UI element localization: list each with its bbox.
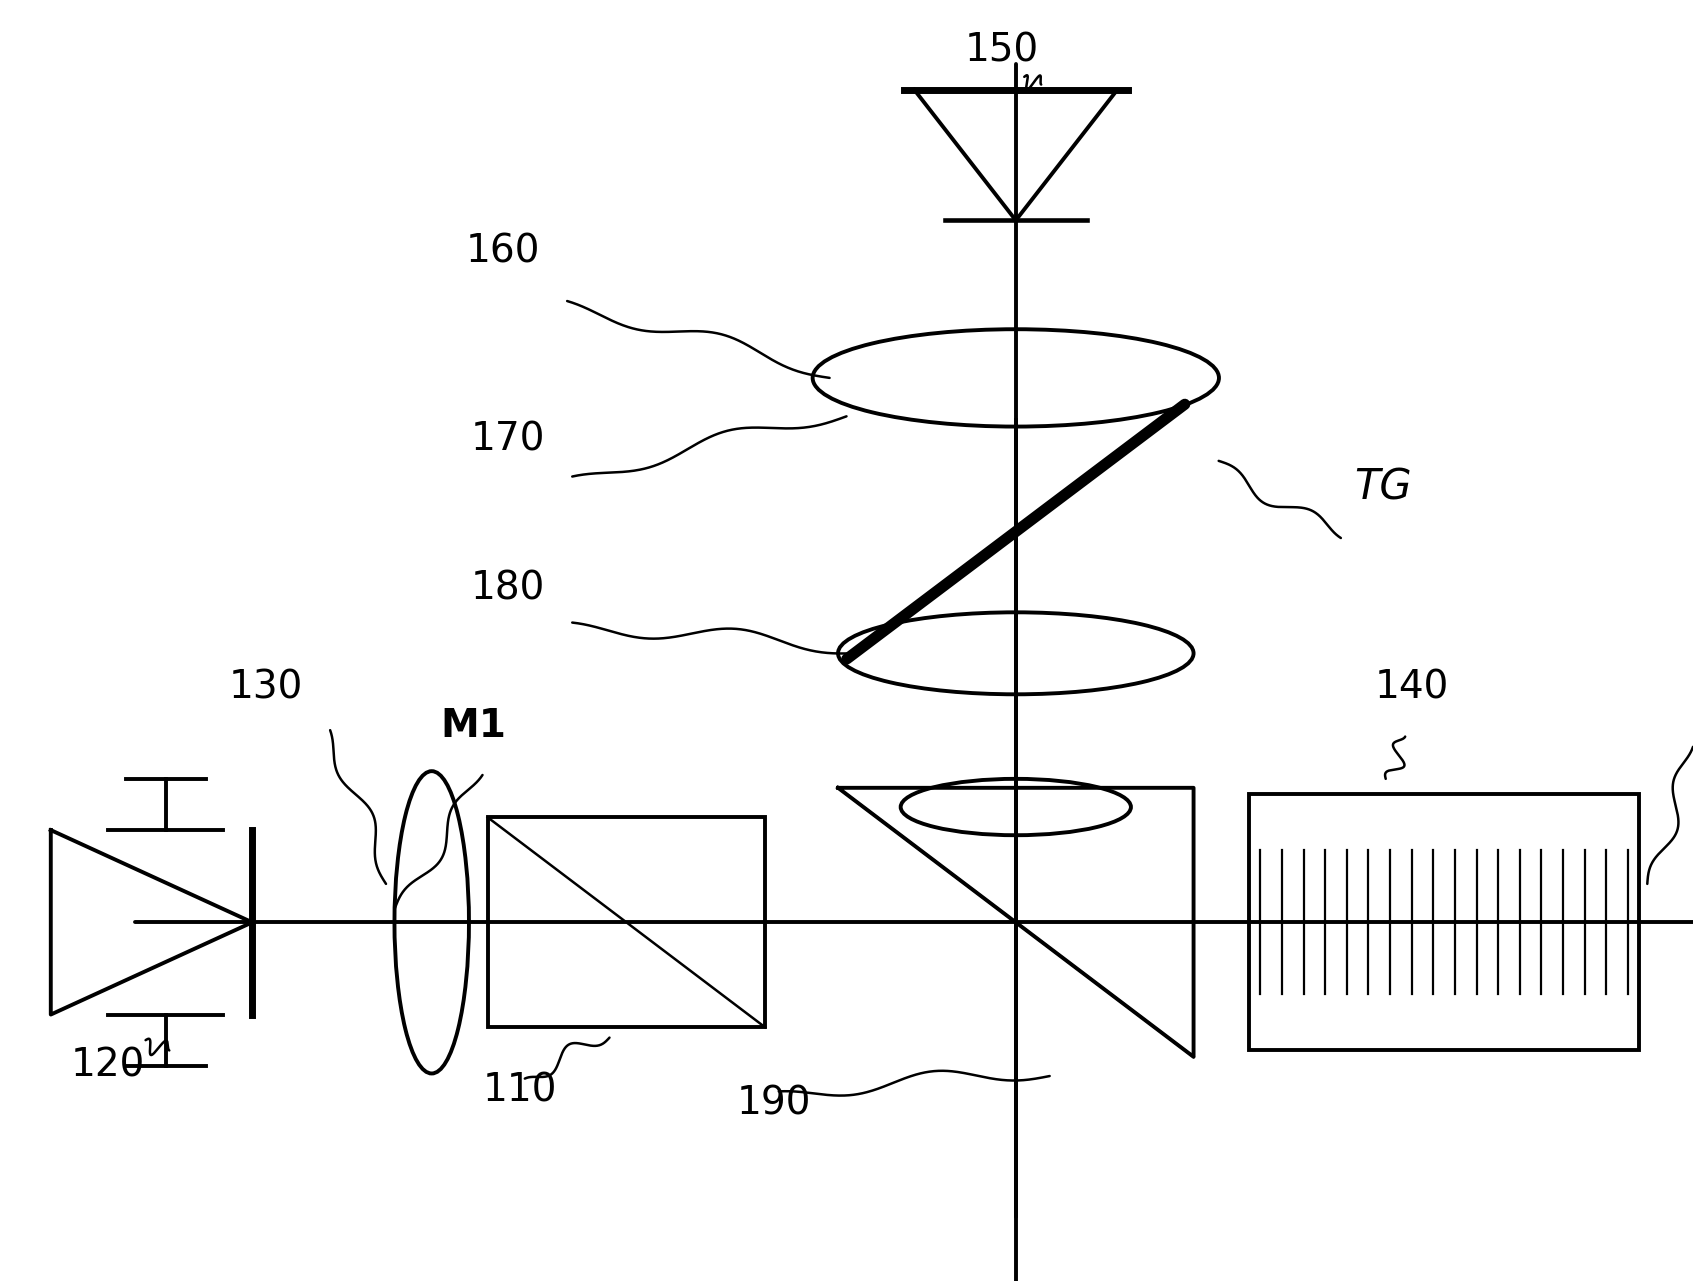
Text: 180: 180 bbox=[471, 570, 545, 607]
Text: 120: 120 bbox=[71, 1047, 146, 1084]
Text: 110: 110 bbox=[483, 1072, 557, 1109]
Text: 160: 160 bbox=[466, 233, 540, 270]
Text: 190: 190 bbox=[736, 1085, 811, 1122]
Text: 140: 140 bbox=[1375, 669, 1449, 706]
Text: 170: 170 bbox=[471, 421, 545, 459]
Bar bbox=[488, 817, 765, 1027]
Text: 150: 150 bbox=[965, 32, 1040, 69]
Text: TG: TG bbox=[1354, 466, 1412, 509]
Bar bbox=[1249, 794, 1639, 1050]
Text: 130: 130 bbox=[229, 669, 303, 706]
Text: M1: M1 bbox=[440, 707, 506, 744]
